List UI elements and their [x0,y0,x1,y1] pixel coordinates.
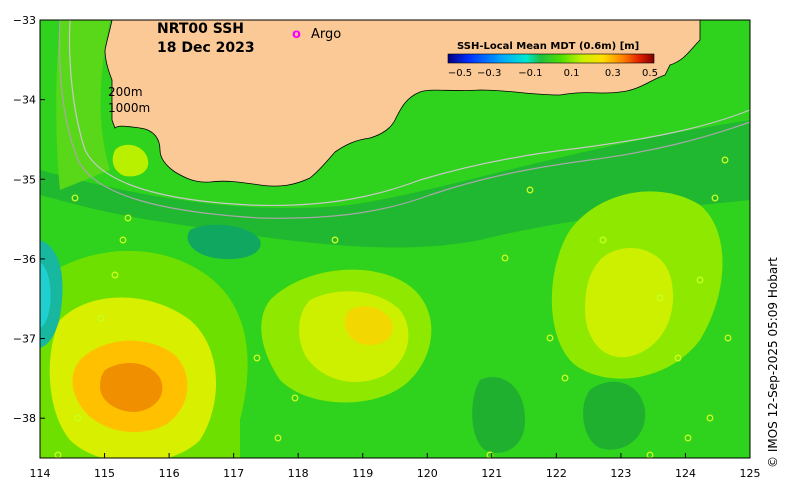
colorbar-tick-label: 0.3 [605,68,621,79]
colorbar-ticks: −0.5 −0.3 −0.1 0.1 0.3 0.5 [448,68,658,79]
ssh-low-band [40,120,750,248]
ssh-low-south [472,376,525,453]
ssh-cold-west-core [40,262,51,328]
argo-float[interactable] [331,236,339,244]
colorbar-tick-label: 0.1 [564,68,580,79]
ssh-core-east [585,248,674,358]
argo-float[interactable] [274,434,282,442]
argo-float[interactable] [253,354,261,362]
y-tick-label: −37 [13,333,36,346]
x-tick-label: 121 [481,467,502,480]
argo-float[interactable] [501,254,509,262]
argo-float[interactable] [71,194,79,202]
argo-float[interactable] [119,236,127,244]
argo-float[interactable] [706,414,714,422]
contour-1000m-label: 1000m [108,101,150,115]
argo-markers [54,156,732,459]
y-axis: −33 −34 −35 −36 −37 −38 [13,14,45,425]
imos-credit: © IMOS 12-Sep-2025 05:09 Hobart [766,257,780,468]
argo-float[interactable] [724,334,732,342]
map-date: 18 Dec 2023 [157,40,255,56]
x-axis: 114 115 116 117 118 119 120 121 122 123 124 125 [30,453,761,480]
x-tick-label: 123 [610,467,631,480]
plot-frame [39,19,751,459]
contour-200m-line [68,19,751,207]
argo-float[interactable] [111,271,119,279]
y-tick-label: −34 [13,94,36,107]
x-tick-label: 119 [352,467,373,480]
x-tick-label: 124 [675,467,696,480]
argo-float[interactable] [561,374,569,382]
argo-float[interactable] [711,194,719,202]
y-tick-label: −36 [13,253,36,266]
argo-float[interactable] [97,314,105,322]
x-tick-label: 125 [740,467,761,480]
y-tick-label: −35 [13,173,36,186]
ssh-low-south-east [583,381,646,450]
y-tick-label: −33 [13,14,36,27]
colorbar-tick-label: −0.1 [518,68,542,79]
argo-float[interactable] [684,434,692,442]
argo-legend-label: Argo [311,27,341,42]
y-tick-label: −38 [13,412,36,425]
ssh-cool-patch [187,224,261,260]
argo-float[interactable] [674,354,682,362]
argo-float[interactable] [656,294,664,302]
argo-float[interactable] [546,334,554,342]
x-tick-label: 115 [94,467,115,480]
argo-float[interactable] [291,394,299,402]
ssh-central-peak [345,306,393,345]
contour-200m-label: 200m [108,85,143,99]
colorbar [447,53,655,64]
x-tick-label: 116 [159,467,180,480]
ssh-eddy-warm-core [100,363,163,412]
argo-float[interactable] [696,276,704,284]
contour-1000m-line [58,19,751,219]
x-tick-label: 117 [223,467,244,480]
x-tick-label: 120 [417,467,438,480]
x-tick-label: 118 [288,467,309,480]
colorbar-tick-label: −0.3 [477,68,501,79]
x-tick-label: 114 [30,467,51,480]
argo-float[interactable] [721,156,729,164]
argo-legend-symbol: o [292,27,301,42]
argo-float[interactable] [599,236,607,244]
colorbar-title: SSH-Local Mean MDT (0.6m) [m] [457,41,639,52]
argo-float[interactable] [124,214,132,222]
argo-float[interactable] [74,414,82,422]
argo-float[interactable] [526,186,534,194]
colorbar-tick-label: −0.5 [448,68,472,79]
x-tick-label: 122 [546,467,567,480]
map-title: NRT00 SSH [157,21,244,37]
colorbar-tick-label: 0.5 [642,68,658,79]
ssh-shelf-patch [112,144,149,177]
